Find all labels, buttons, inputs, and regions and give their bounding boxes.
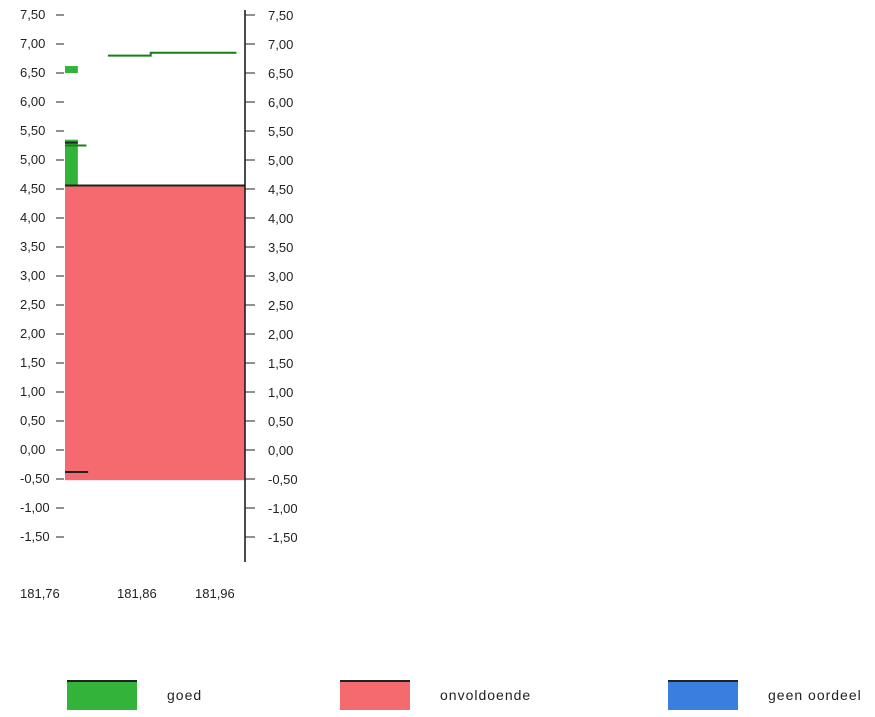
y-tick-label-right: 3,50	[268, 240, 293, 255]
x-tick-label: 181,96	[195, 586, 235, 601]
data-line-0	[107, 51, 237, 57]
legend-swatch-onvoldoende	[340, 680, 410, 710]
x-tick-label: 181,86	[117, 586, 157, 601]
bar-goed-2	[65, 66, 78, 73]
y-tick-label-left: -1,50	[20, 529, 50, 544]
y-tick-label-right: 6,50	[268, 66, 293, 81]
y-tick-label-left: 2,00	[20, 326, 45, 341]
y-tick-label-left: 1,50	[20, 355, 45, 370]
legend-swatch-goed	[67, 680, 137, 710]
y-tick-label-right: 1,00	[268, 385, 293, 400]
legend-label-geen-oordeel: geen oordeel	[768, 687, 862, 703]
y-tick-label-left: 0,50	[20, 413, 45, 428]
y-tick-label-right: 5,50	[268, 124, 293, 139]
legend-label-onvoldoende: onvoldoende	[440, 687, 532, 703]
y-tick-label-left: 7,00	[20, 36, 45, 51]
chart: 7,50 7,00 6,50 6,00 5,50 5,00 4,50 4,00 3,50 3,00…	[20, 7, 298, 601]
y-tick-label-right: 3,00	[268, 269, 293, 284]
y-tick-label-right: -1,50	[268, 530, 298, 545]
bar-onvoldoende-0	[65, 185, 245, 481]
y-tick-label-right: 6,00	[268, 95, 293, 110]
legend-label-goed: goed	[167, 687, 203, 703]
y-tick-label-left: 2,50	[20, 297, 45, 312]
y-tick-label-left: -1,00	[20, 500, 50, 515]
y-tick-label-left: 6,00	[20, 94, 45, 109]
x-tick-label: 181,76	[20, 586, 60, 601]
y-tick-label-right: 4,50	[268, 182, 293, 197]
y-tick-label-right: -0,50	[268, 472, 298, 487]
y-tick-label-left: 5,50	[20, 123, 45, 138]
y-tick-label-right: 7,00	[268, 37, 293, 52]
legend-item-onvoldoende: onvoldoende	[340, 680, 531, 710]
y-tick-label-right: 2,00	[268, 327, 293, 342]
y-tick-label-right: 4,00	[268, 211, 293, 226]
y-tick-label-right: -1,00	[268, 501, 298, 516]
y-tick-label-right: 0,50	[268, 414, 293, 429]
legend-item-goed: goed	[67, 680, 202, 710]
bar-goed-1	[65, 139, 78, 186]
y-tick-label-left: 1,00	[20, 384, 45, 399]
y-tick-label-left: 3,50	[20, 239, 45, 254]
y-tick-label-right: 2,50	[268, 298, 293, 313]
y-tick-label-right: 7,50	[268, 8, 293, 23]
y-tick-label-right: 1,50	[268, 356, 293, 371]
y-tick-label-left: 3,00	[20, 268, 45, 283]
y-tick-label-left: 5,00	[20, 152, 45, 167]
y-tick-label-left: 4,00	[20, 210, 45, 225]
y-tick-label-left: 4,50	[20, 181, 45, 196]
y-tick-label-left: -0,50	[20, 471, 50, 486]
legend: goed onvoldoende geen oordeel	[0, 680, 875, 717]
y-tick-label-right: 5,00	[268, 153, 293, 168]
y-tick-label-left: 0,00	[20, 442, 45, 457]
legend-swatch-geen-oordeel	[668, 680, 738, 710]
legend-item-geen-oordeel: geen oordeel	[668, 680, 862, 710]
y-tick-label-left: 7,50	[20, 7, 45, 22]
y-tick-label-left: 6,50	[20, 65, 45, 80]
y-tick-label-right: 0,00	[268, 443, 293, 458]
